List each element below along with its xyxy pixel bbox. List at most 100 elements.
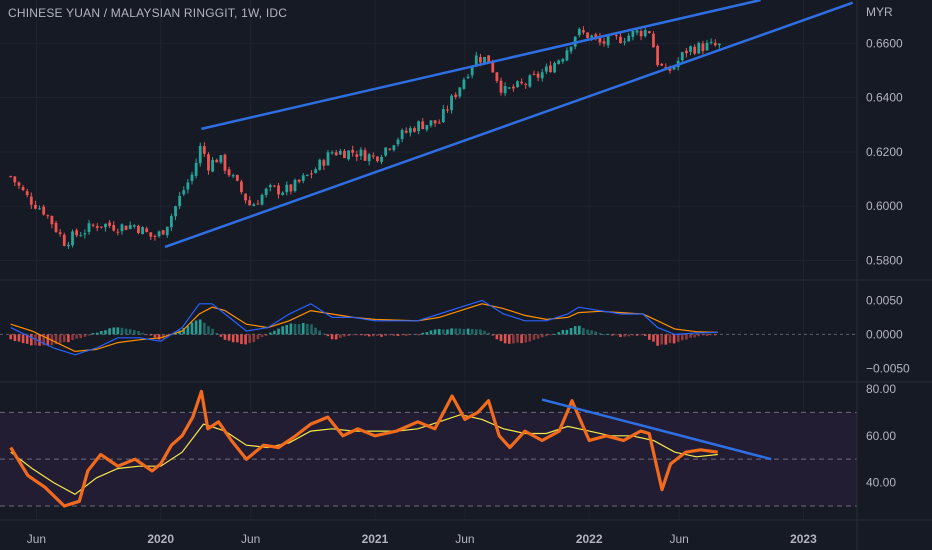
macd-histogram-bar — [664, 334, 668, 345]
macd-histogram-bar — [46, 334, 50, 346]
candle-body — [21, 187, 25, 191]
candle-body — [396, 139, 400, 145]
macd-histogram-bar — [429, 330, 433, 335]
macd-histogram-bar — [301, 323, 305, 335]
macd-histogram-bar — [437, 329, 441, 335]
candle-body — [458, 87, 462, 97]
macd-histogram-bar — [42, 334, 45, 346]
price-tick-label: 0.5800 — [866, 253, 903, 267]
macd-histogram-bar — [67, 334, 70, 343]
macd-histogram-bar — [104, 330, 107, 335]
macd-histogram-bar — [289, 323, 293, 335]
candle-body — [264, 188, 268, 195]
candle-body — [503, 86, 507, 94]
macd-histogram-bar — [507, 334, 511, 344]
candle-body — [211, 159, 215, 172]
macd-histogram-bar — [223, 334, 227, 340]
macd-histogram-bar — [133, 330, 136, 335]
macd-histogram-bar — [240, 334, 243, 345]
candle-body — [491, 62, 495, 73]
macd-histogram-bar — [713, 334, 717, 336]
candle-body — [635, 30, 639, 33]
macd-histogram-bar — [190, 322, 194, 335]
macd-histogram-bar — [442, 329, 445, 335]
macd-histogram-bar — [619, 334, 622, 338]
macd-histogram-bar — [54, 334, 58, 345]
candle-body — [606, 35, 610, 46]
macd-histogram-bar — [499, 334, 503, 342]
candle-body — [685, 50, 688, 54]
candle-body — [454, 94, 458, 97]
candle-body — [380, 156, 383, 162]
candle-body — [693, 46, 697, 54]
macd-histogram-bar — [310, 324, 313, 335]
rsi-tick-label: 40.00 — [866, 476, 896, 490]
macd-histogram-bar — [211, 328, 214, 335]
candle-body — [528, 75, 532, 87]
candle-body — [404, 130, 408, 133]
macd-histogram-bar — [590, 330, 593, 335]
channel-upper-trendline — [201, 0, 761, 131]
candle-body — [450, 95, 453, 111]
macd-histogram-bar — [573, 326, 577, 335]
price-pane — [9, 0, 854, 250]
candle-body — [717, 43, 721, 46]
macd-tick-label: 0.0050 — [866, 293, 903, 307]
candle-body — [219, 155, 223, 163]
candle-body — [13, 176, 17, 183]
macd-histogram-bar — [660, 334, 664, 345]
candle-body — [273, 185, 276, 187]
macd-histogram-bar — [71, 334, 74, 341]
macd-histogram-bar — [549, 334, 552, 336]
candle-body — [87, 223, 91, 232]
macd-histogram-bar — [343, 334, 346, 337]
macd-histogram-bar — [244, 334, 247, 345]
candle-body — [301, 175, 305, 181]
candle-body — [441, 109, 445, 122]
macd-histogram-bar — [623, 334, 626, 337]
macd-histogram-bar — [466, 328, 470, 335]
macd-histogram-bar — [553, 334, 556, 335]
candle-body — [54, 222, 58, 232]
candle-body — [520, 81, 524, 84]
macd-histogram-bar — [701, 334, 705, 336]
macd-histogram-bar — [433, 329, 437, 335]
candle-body — [400, 129, 404, 140]
macd-histogram-bar — [293, 323, 297, 335]
candle-body — [371, 155, 375, 157]
macd-histogram-bar — [693, 334, 696, 338]
candle-body — [34, 204, 37, 209]
candle-body — [132, 225, 136, 227]
currency-label: MYR — [866, 5, 893, 19]
macd-histogram-bar — [141, 332, 144, 335]
macd-histogram-bar — [454, 328, 457, 335]
candle-body — [215, 159, 219, 163]
price-tick-label: 0.6600 — [866, 36, 903, 50]
candle-body — [38, 208, 41, 210]
macd-histogram-bar — [582, 328, 585, 335]
candle-body — [318, 159, 322, 170]
candle-body — [165, 226, 169, 236]
macd-histogram-bar — [273, 330, 276, 335]
macd-histogram-bar — [62, 334, 66, 342]
chart-title: CHINESE YUAN / MALAYSIAN RINGGIT, 1W, ID… — [8, 6, 287, 20]
candle-body — [252, 204, 256, 207]
macd-histogram-bar — [652, 334, 655, 342]
candle-body — [524, 84, 528, 86]
macd-histogram-bar — [512, 334, 515, 344]
macd-histogram-bar — [557, 332, 560, 335]
candle-body — [413, 128, 416, 132]
candle-body — [145, 228, 149, 233]
candle-body — [586, 32, 589, 39]
candle-body — [483, 56, 486, 65]
macd-histogram-bar — [479, 329, 482, 335]
candle-body — [124, 225, 128, 230]
macd-histogram-bar — [598, 333, 602, 335]
candle-body — [417, 121, 421, 132]
macd-histogram-bar — [260, 334, 264, 338]
candle-body — [9, 176, 13, 178]
candle-body — [631, 30, 635, 37]
candle-body — [108, 222, 111, 226]
candle-body — [557, 60, 561, 64]
macd-histogram-bar — [450, 328, 453, 335]
